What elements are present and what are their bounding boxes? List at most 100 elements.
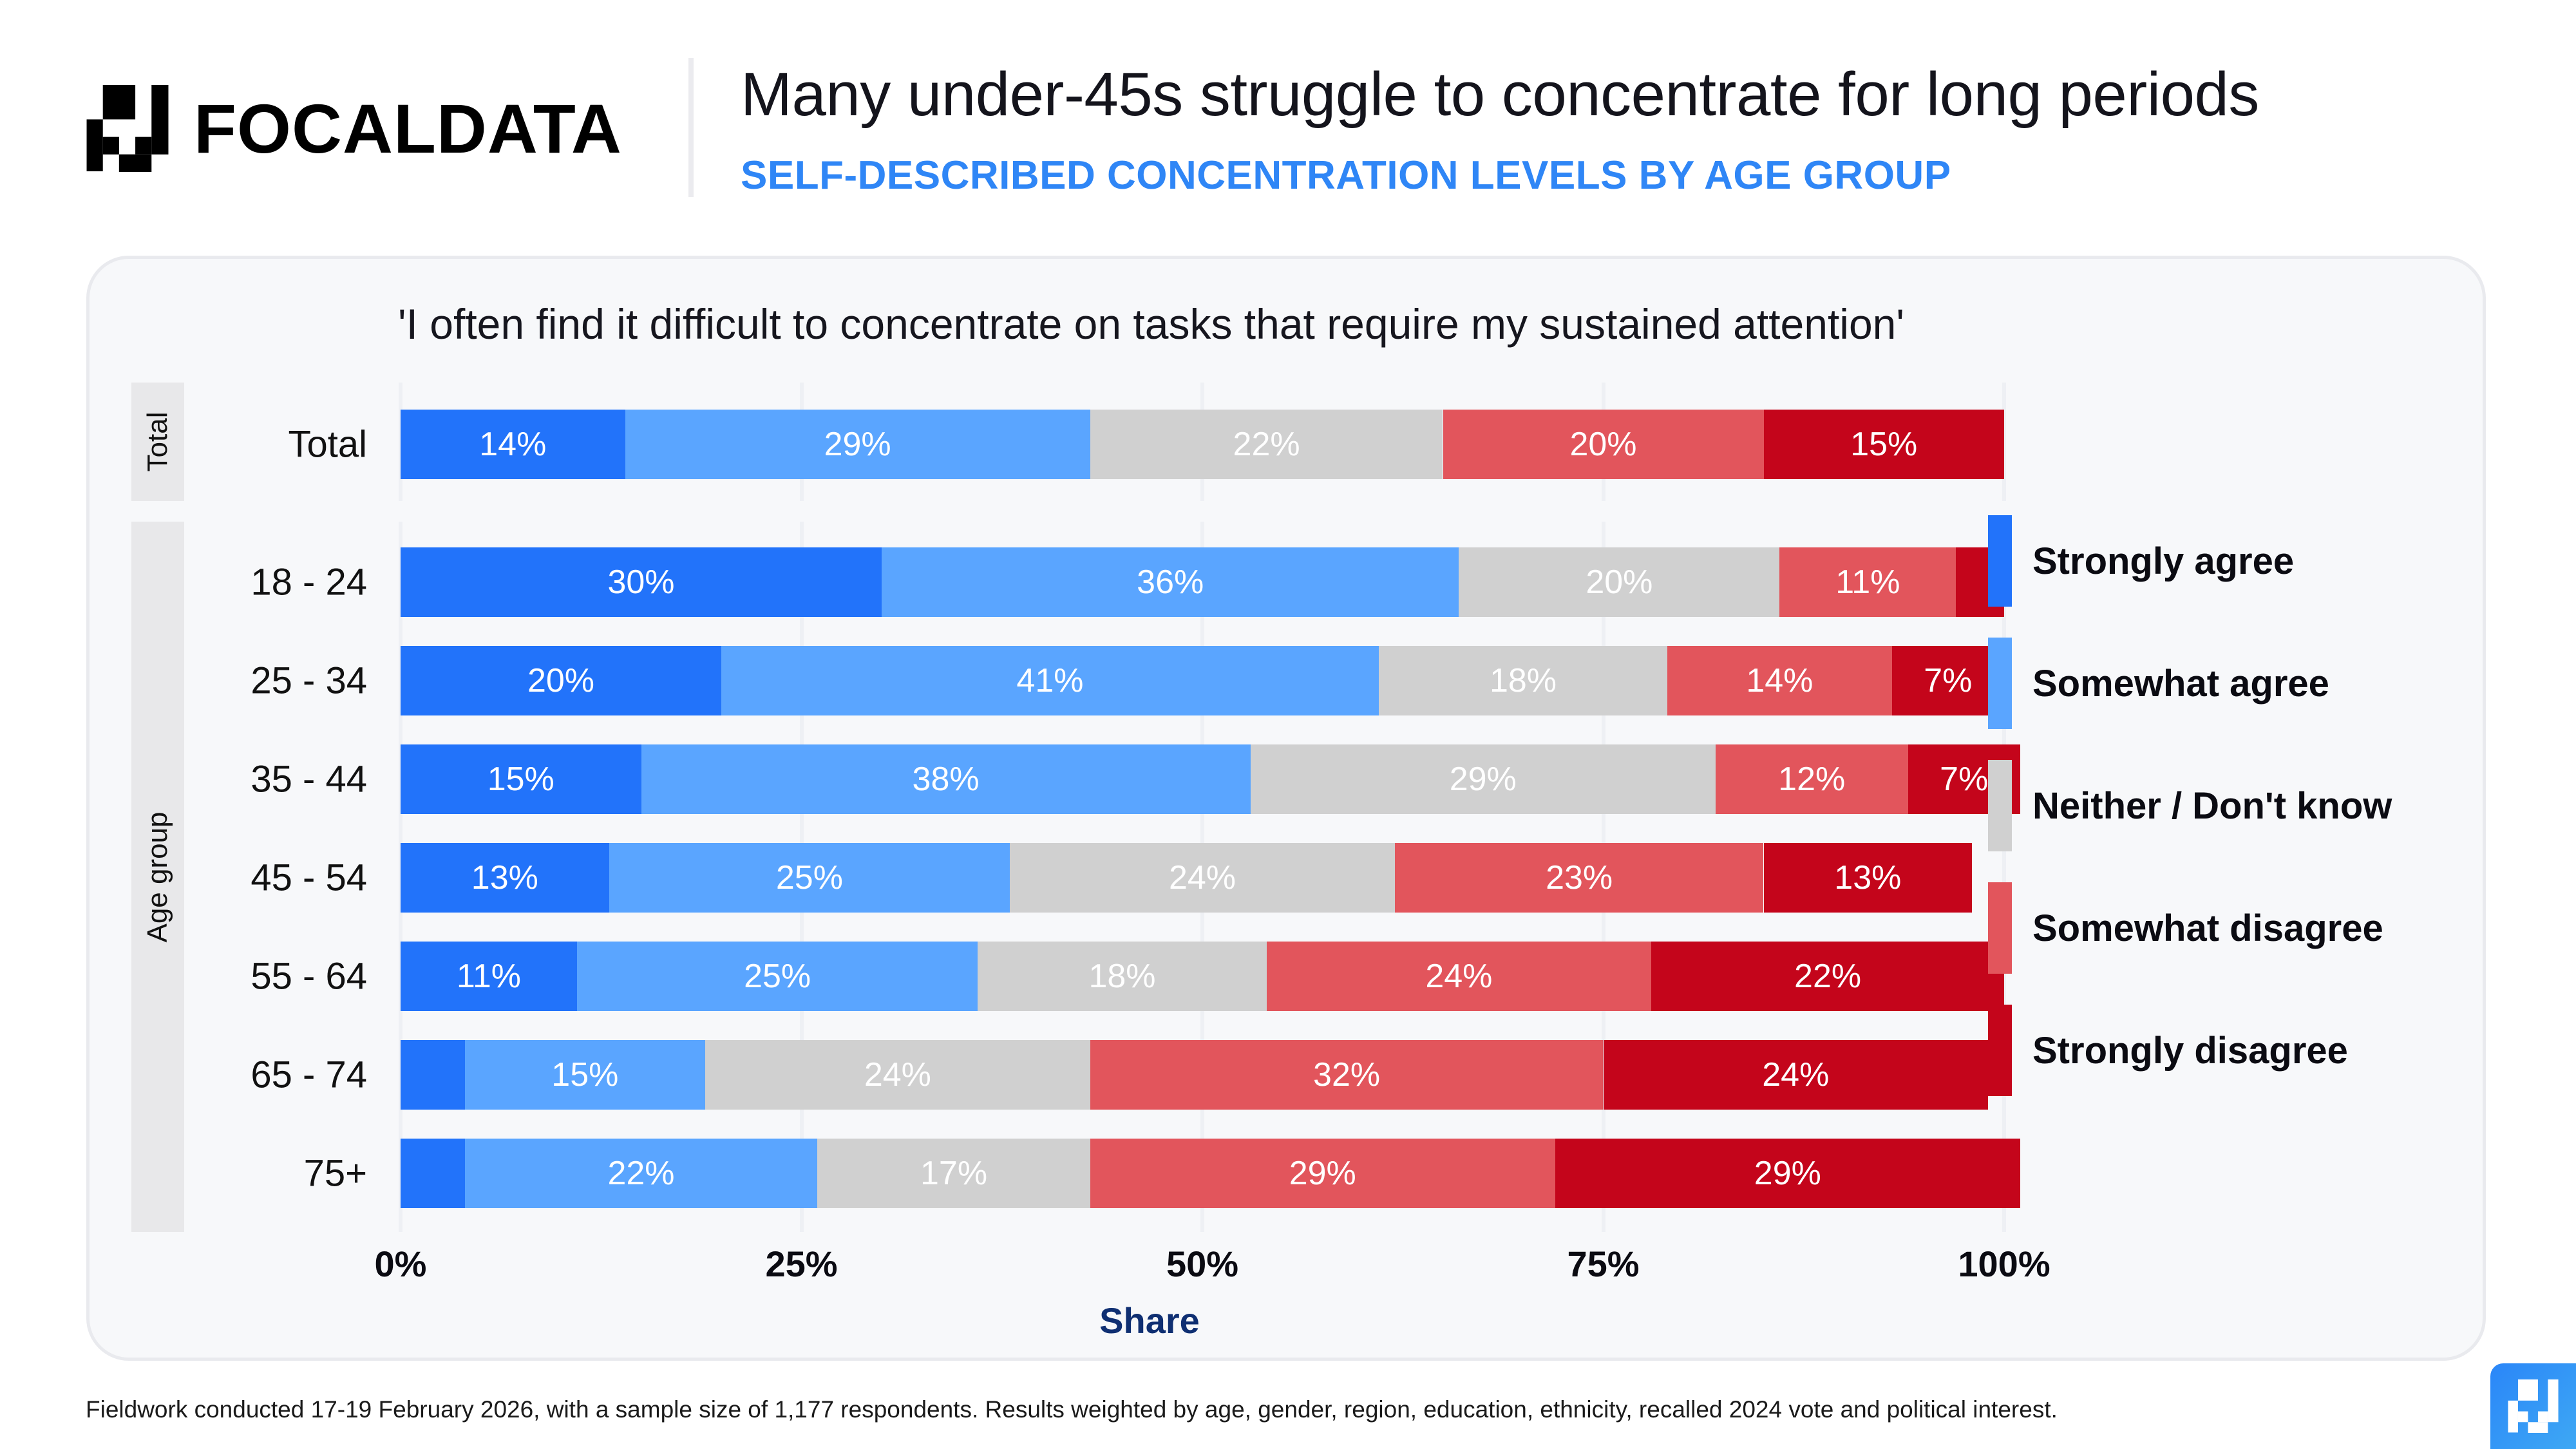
bar-segment: 7%: [1891, 646, 2004, 715]
data-label: 29%: [1449, 761, 1517, 798]
bar-segment: 20%: [1459, 547, 1780, 617]
header-divider: [688, 58, 694, 197]
bar-segment: 41%: [721, 646, 1379, 715]
bar-segment: 29%: [1555, 1139, 2020, 1208]
data-label: 11%: [456, 958, 522, 995]
row-label: Total: [288, 423, 367, 466]
focaldata-badge: [2490, 1363, 2576, 1449]
bar-segment: 30%: [401, 547, 882, 617]
data-label: 15%: [487, 761, 554, 798]
focaldata-mark-icon: [86, 85, 169, 172]
bar-segment: 25%: [609, 843, 1010, 913]
bar-segment: 14%: [401, 410, 625, 479]
data-label: 14%: [479, 426, 547, 463]
brand-name: FOCALDATA: [194, 89, 622, 167]
legend-label: Strongly disagree: [2032, 1029, 2348, 1072]
focaldata-mark-icon: [2508, 1379, 2559, 1433]
data-label: 12%: [1778, 761, 1846, 798]
legend-swatch: [1988, 515, 2012, 607]
gridline: [2002, 522, 2006, 1232]
bar-segment: 38%: [641, 744, 1251, 814]
data-label: 20%: [527, 662, 595, 699]
footnote: Fieldwork conducted 17-19 February 2026,…: [86, 1396, 2058, 1423]
bar-segment: 22%: [464, 1139, 818, 1208]
bar-segment: 14%: [1667, 646, 1892, 715]
bar-segment: 22%: [1090, 410, 1443, 479]
data-label: 32%: [1313, 1056, 1381, 1094]
legend-label: Somewhat disagree: [2032, 907, 2383, 949]
data-label: 13%: [1834, 859, 1902, 896]
x-tick-label: 100%: [1958, 1244, 2050, 1284]
facet-strip-age-group: Age group: [131, 522, 184, 1232]
row-label: 65 - 74: [251, 1054, 367, 1096]
row-label: 75+: [303, 1152, 367, 1195]
page-subtitle: SELF-DESCRIBED CONCENTRATION LEVELS BY A…: [741, 153, 1951, 198]
data-label: 7%: [1924, 662, 1973, 699]
data-label: 29%: [1754, 1155, 1821, 1192]
legend-label: Strongly agree: [2032, 540, 2295, 582]
data-label: 36%: [1137, 564, 1204, 601]
row-label: 25 - 34: [251, 659, 367, 702]
data-label: 7%: [1940, 761, 1989, 798]
facet-strip-total: Total: [131, 383, 184, 501]
data-label: 13%: [471, 859, 538, 896]
data-label: 22%: [1233, 426, 1300, 463]
bar-segment: 11%: [401, 942, 577, 1011]
focaldata-logo: FOCALDATA: [86, 85, 622, 172]
legend-item: Somewhat disagree: [1988, 882, 2383, 974]
x-tick-label: 75%: [1567, 1244, 1640, 1284]
legend-label: Somewhat agree: [2032, 662, 2329, 705]
bar-segment: 15%: [401, 744, 641, 814]
data-label: 24%: [1762, 1056, 1830, 1094]
bar-segment: 18%: [1378, 646, 1668, 715]
legend-swatch: [1988, 638, 2012, 729]
data-label: 11%: [1835, 564, 1900, 601]
bar-segment: 13%: [1763, 843, 1973, 913]
data-label: 22%: [607, 1155, 675, 1192]
x-tick-label: 25%: [765, 1244, 838, 1284]
legend-item: Somewhat agree: [1988, 638, 2329, 729]
bar-segment: 23%: [1394, 843, 1764, 913]
data-label: 17%: [920, 1155, 988, 1192]
data-label: 20%: [1569, 426, 1637, 463]
facet-label: Age group: [142, 811, 173, 943]
data-label: 38%: [912, 761, 980, 798]
bar-segment: 29%: [1090, 1139, 1555, 1208]
bar-segment: 24%: [705, 1040, 1090, 1110]
data-label: 18%: [1489, 662, 1557, 699]
bar-segment: 36%: [882, 547, 1459, 617]
page-title: Many under-45s struggle to concentrate f…: [741, 60, 2259, 129]
x-tick-label: 0%: [374, 1244, 427, 1284]
data-label: 15%: [551, 1056, 619, 1094]
data-label: 29%: [824, 426, 891, 463]
row-label: 55 - 64: [251, 955, 367, 998]
legend-item: Neither / Don't know: [1988, 760, 2392, 851]
bar-segment: 11%: [1779, 547, 1956, 617]
data-label: 29%: [1289, 1155, 1356, 1192]
legend-swatch: [1988, 882, 2012, 974]
legend-item: Strongly agree: [1988, 515, 2294, 607]
bar-segment: 15%: [464, 1040, 706, 1110]
bar-segment: 32%: [1090, 1040, 1604, 1110]
bar-segment: 20%: [1443, 410, 1764, 479]
data-label: 41%: [1016, 662, 1084, 699]
data-label: 24%: [1425, 958, 1493, 995]
bar-segment: 29%: [625, 410, 1090, 479]
data-label: 14%: [1746, 662, 1814, 699]
bar-segment: 15%: [1763, 410, 2004, 479]
data-label: 22%: [1794, 958, 1862, 995]
data-label: 20%: [1586, 564, 1653, 601]
gridline: [2002, 383, 2006, 501]
bar-segment: 22%: [1651, 942, 2004, 1011]
data-label: 23%: [1546, 859, 1613, 896]
chart-title: 'I often find it difficult to concentrat…: [398, 300, 1904, 348]
data-label: 30%: [607, 564, 675, 601]
legend-swatch: [1988, 1005, 2012, 1096]
x-axis-title: Share: [1099, 1300, 1200, 1341]
bar-segment: 24%: [1010, 843, 1395, 913]
data-label: 18%: [1088, 958, 1156, 995]
bar-segment: 24%: [1603, 1040, 1989, 1110]
legend-swatch: [1988, 760, 2012, 851]
data-label: 25%: [744, 958, 811, 995]
bar-segment: [401, 1139, 465, 1208]
